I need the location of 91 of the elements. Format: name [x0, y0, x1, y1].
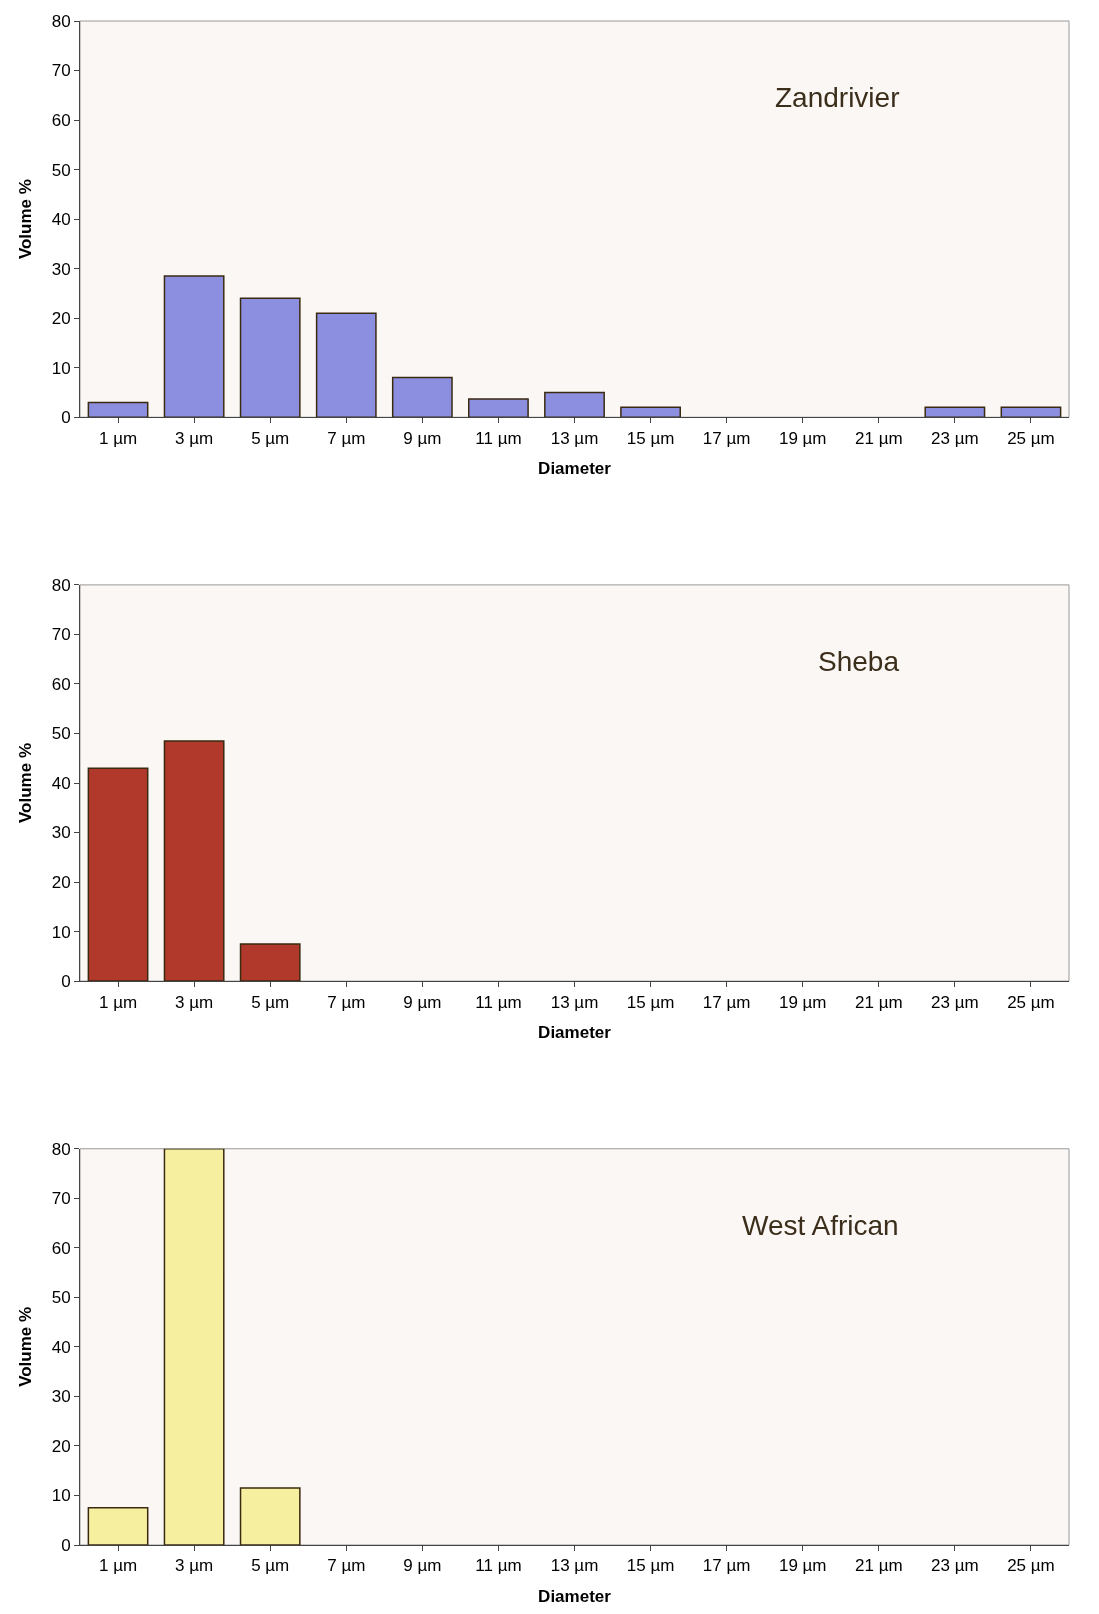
bar — [87, 767, 149, 982]
x-tick-label: 3 µm — [175, 1556, 214, 1576]
y-tick-label: 40 — [51, 773, 71, 793]
x-tick-label: 23 µm — [931, 992, 979, 1012]
y-axis-title: Volume % — [16, 179, 36, 260]
y-tick-label: 80 — [51, 11, 71, 31]
y-tick-label: 50 — [51, 1288, 71, 1308]
x-axis-title: Diameter — [538, 1586, 612, 1606]
bar — [544, 391, 605, 418]
x-tick-label: 5 µm — [251, 428, 290, 448]
x-tick-label: 19 µm — [778, 992, 827, 1012]
annotation: Sheba — [818, 646, 900, 677]
bar — [239, 1487, 301, 1545]
x-tick-label: 1 µm — [98, 992, 138, 1012]
annotation: Zandrivier — [775, 82, 900, 113]
x-tick-label: 13 µm — [550, 1556, 599, 1576]
x-tick-label: 9 µm — [403, 1556, 442, 1576]
y-tick-label: 0 — [61, 408, 71, 428]
bar — [924, 406, 986, 418]
x-tick-label: 21 µm — [855, 992, 903, 1012]
y-tick-label: 0 — [61, 972, 71, 992]
x-tick-label: 25 µm — [1007, 1556, 1055, 1576]
x-tick-label: 23 µm — [931, 1556, 979, 1576]
x-tick-label: 17 µm — [702, 992, 751, 1012]
y-tick-label: 10 — [51, 1486, 71, 1506]
y-tick-label: 70 — [51, 61, 71, 81]
y-tick-label: 20 — [51, 873, 71, 893]
x-tick-label: 15 µm — [626, 1556, 675, 1576]
bar — [620, 406, 681, 418]
bar — [87, 1507, 149, 1545]
x-tick-label: 21 µm — [855, 428, 903, 448]
x-tick-label: 1 µm — [98, 1556, 138, 1576]
y-tick-label: 40 — [51, 1337, 71, 1357]
x-tick-label: 15 µm — [626, 428, 675, 448]
x-tick-label: 25 µm — [1007, 428, 1055, 448]
bar — [87, 401, 149, 418]
y-tick-label: 80 — [51, 575, 71, 595]
x-tick-label: 3 µm — [175, 428, 214, 448]
y-axis-title: Volume % — [16, 743, 36, 823]
bar — [163, 275, 225, 418]
y-tick-label: 40 — [51, 210, 71, 230]
x-tick-label: 3 µm — [175, 992, 214, 1012]
x-tick-label: 9 µm — [403, 992, 442, 1012]
x-tick-label: 11 µm — [475, 1556, 522, 1576]
y-tick-label: 30 — [51, 1387, 71, 1407]
y-tick-label: 50 — [51, 160, 71, 180]
x-tick-label: 13 µm — [550, 992, 599, 1012]
bar — [239, 297, 301, 418]
x-tick-label: 7 µm — [327, 428, 366, 448]
x-tick-label: 25 µm — [1007, 992, 1055, 1012]
y-tick-label: 30 — [51, 259, 71, 279]
y-tick-label: 80 — [51, 1139, 71, 1159]
y-tick-label: 60 — [51, 111, 71, 131]
x-tick-label: 19 µm — [778, 428, 827, 448]
x-tick-label: 7 µm — [327, 1556, 366, 1576]
x-tick-label: 13 µm — [550, 428, 599, 448]
annotation: West African — [742, 1210, 899, 1241]
bar — [163, 740, 225, 982]
x-tick-label: 7 µm — [327, 992, 366, 1012]
x-axis-title: Diameter — [538, 459, 612, 479]
x-tick-label: 11 µm — [475, 428, 522, 448]
y-tick-label: 30 — [51, 823, 71, 843]
x-axis-title: Diameter — [538, 1022, 612, 1042]
bar — [163, 1148, 225, 1545]
y-tick-label: 60 — [51, 674, 71, 694]
bar — [1000, 406, 1062, 418]
x-tick-label: 21 µm — [855, 1556, 903, 1576]
x-tick-label: 19 µm — [778, 1556, 827, 1576]
y-tick-label: 20 — [51, 1436, 71, 1456]
y-tick-label: 10 — [51, 358, 71, 378]
x-tick-label: 23 µm — [931, 428, 979, 448]
x-tick-label: 15 µm — [626, 992, 675, 1012]
bar — [315, 312, 377, 418]
y-tick-label: 60 — [51, 1238, 71, 1258]
bar — [391, 376, 453, 418]
x-tick-label: 5 µm — [251, 1556, 290, 1576]
y-tick-label: 70 — [51, 1189, 71, 1209]
x-tick-label: 1 µm — [98, 428, 138, 448]
x-tick-label: 5 µm — [251, 992, 290, 1012]
y-tick-label: 70 — [51, 625, 71, 645]
x-tick-label: 9 µm — [403, 428, 442, 448]
x-tick-label: 17 µm — [702, 428, 751, 448]
x-tick-label: 17 µm — [702, 1556, 751, 1576]
y-tick-label: 10 — [51, 922, 71, 942]
bar — [239, 943, 301, 982]
bar — [468, 398, 529, 418]
y-tick-label: 20 — [51, 309, 71, 329]
y-tick-label: 0 — [61, 1535, 71, 1555]
x-tick-label: 11 µm — [475, 992, 522, 1012]
y-tick-label: 50 — [51, 724, 71, 744]
y-axis-title: Volume % — [16, 1306, 36, 1387]
